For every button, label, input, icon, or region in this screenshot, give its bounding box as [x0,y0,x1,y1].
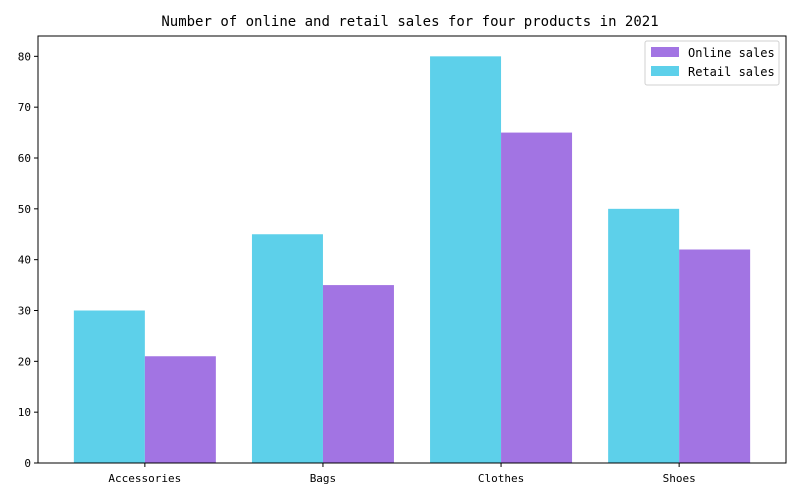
bar-retail-sales-accessories [73,310,145,463]
y-tick-label: 20 [18,355,31,368]
bar-online-sales-clothes [501,132,573,464]
bar-online-sales-accessories [144,356,216,463]
legend-swatch-online-sales [651,47,679,57]
chart-title: Number of online and retail sales for fo… [161,14,658,30]
axes-layer: 0 10 20 30 40 50 60 70 80 Accessories Bags Clothes S… [18,35,787,485]
y-tick-label: 80 [18,50,31,63]
bar-retail-sales-bags [251,234,323,463]
bar-retail-sales-clothes [430,56,502,463]
y-tick-label: 10 [18,406,31,419]
y-tick-label: 40 [18,254,31,267]
legend: Online sales Retail sales [644,40,780,86]
legend-label-retail-sales: Retail sales [688,65,775,79]
plot-frame [37,35,787,464]
y-tick-label: 30 [18,305,31,318]
bars-layer [73,56,751,464]
bar-retail-sales-shoes [608,208,680,463]
y-tick-label: 0 [24,457,31,470]
legend-swatch-retail-sales [651,66,679,76]
bar-online-sales-bags [322,285,394,463]
bar-online-sales-shoes [679,249,751,463]
y-tick-label: 70 [18,101,31,114]
x-tick-label: Bags [310,472,337,485]
x-tick-label: Accessories [108,472,181,485]
legend-label-online-sales: Online sales [688,46,775,60]
x-tick-label: Clothes [478,472,524,485]
y-tick-label: 60 [18,152,31,165]
y-tick-label: 50 [18,203,31,216]
x-tick-label: Shoes [663,472,696,485]
